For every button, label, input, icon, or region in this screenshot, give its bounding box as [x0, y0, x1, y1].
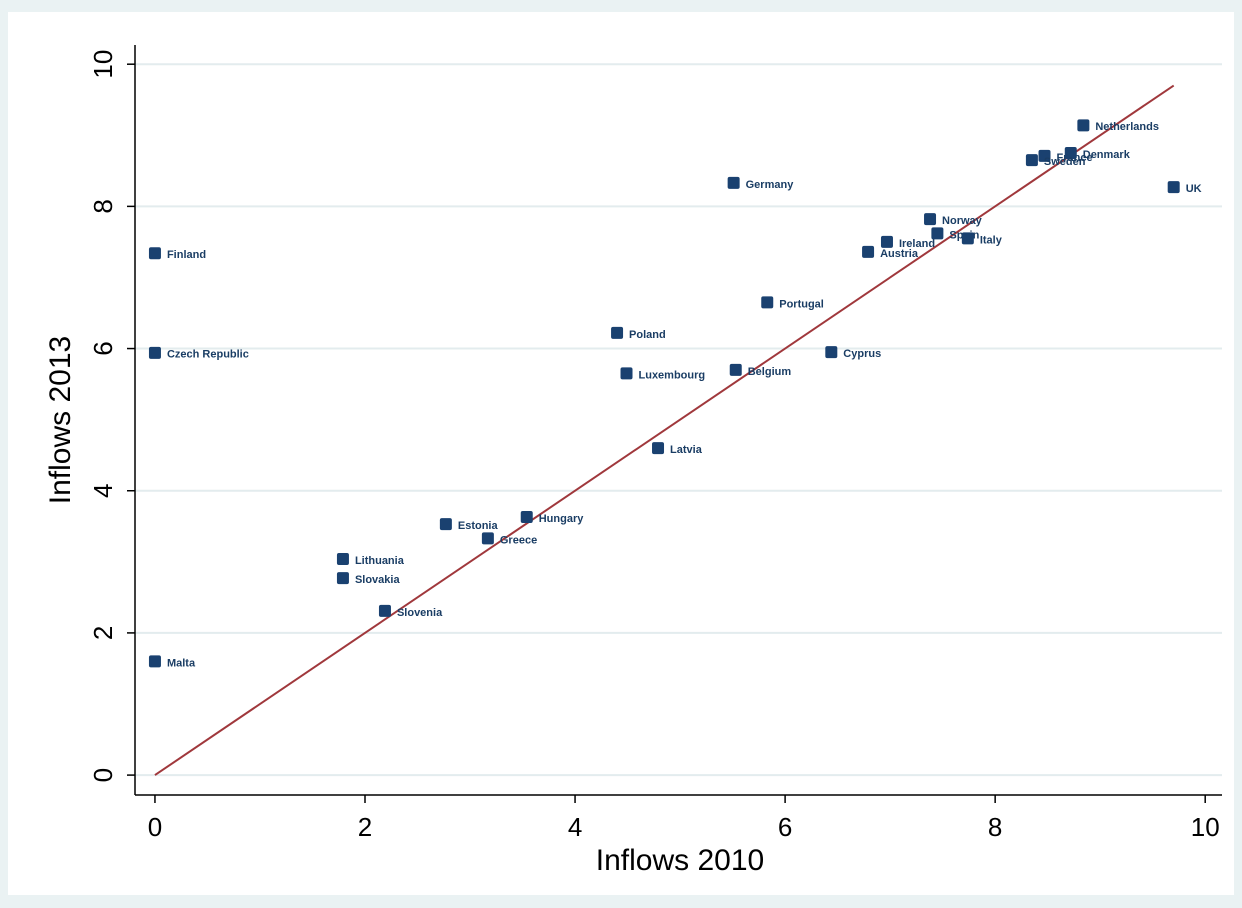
point — [1025, 154, 1038, 167]
point-label: Ireland — [899, 238, 935, 250]
point-label: Hungary — [539, 513, 585, 525]
point-label: Sweden — [1044, 156, 1086, 168]
point — [481, 532, 494, 545]
y-tick-label: 8 — [88, 199, 118, 213]
point-label: Germany — [746, 179, 795, 191]
point — [761, 296, 774, 309]
point-label: Luxembourg — [639, 369, 706, 381]
point-label: Italy — [980, 234, 1003, 246]
point — [378, 604, 391, 617]
y-tick-label: 4 — [88, 484, 118, 498]
point — [336, 552, 349, 565]
point — [727, 176, 740, 189]
point-label: Lithuania — [355, 555, 405, 567]
point-label: Slovenia — [397, 607, 443, 619]
point-label: Czech Republic — [167, 349, 249, 361]
point-label: Portugal — [779, 298, 824, 310]
x-tick-label: 4 — [568, 812, 582, 842]
point — [825, 346, 838, 359]
x-axis-title: Inflows 2010 — [596, 844, 764, 877]
plot-panel — [8, 12, 1234, 895]
point — [961, 232, 974, 245]
point — [148, 346, 161, 359]
point — [652, 442, 665, 455]
point — [439, 518, 452, 531]
point-label: Norway — [942, 215, 983, 227]
x-tick-label: 10 — [1191, 812, 1220, 842]
y-tick-label: 2 — [88, 626, 118, 640]
x-tick-label: 6 — [778, 812, 792, 842]
point-label: Belgium — [748, 366, 792, 378]
y-axis-title: Inflows 2013 — [44, 336, 77, 504]
y-tick-label: 10 — [88, 50, 118, 79]
point — [862, 245, 875, 258]
point-label: Cyprus — [843, 348, 881, 360]
point-label: Poland — [629, 329, 666, 341]
x-tick-label: 2 — [358, 812, 372, 842]
point — [729, 363, 742, 376]
x-tick-label: 0 — [148, 812, 162, 842]
point — [148, 247, 161, 260]
point — [931, 227, 944, 240]
point-label: Finland — [167, 249, 206, 261]
point-label: Netherlands — [1095, 121, 1159, 133]
y-tick-label: 0 — [88, 768, 118, 782]
x-tick-label: 8 — [988, 812, 1002, 842]
point-label: Austria — [880, 248, 919, 260]
point-label: Malta — [167, 657, 196, 669]
point — [1064, 147, 1077, 160]
point — [611, 326, 624, 339]
y-tick-label: 6 — [88, 341, 118, 355]
point — [148, 655, 161, 668]
point-label: Denmark — [1083, 149, 1131, 161]
fit-line — [154, 84, 1175, 776]
point — [520, 511, 533, 524]
point — [1167, 181, 1180, 194]
point-label: Estonia — [458, 520, 499, 532]
point — [880, 235, 893, 248]
point — [924, 213, 937, 226]
point — [1077, 119, 1090, 132]
point — [1038, 149, 1051, 162]
point — [336, 572, 349, 585]
point-label: Latvia — [670, 444, 703, 456]
point-label: Greece — [500, 534, 537, 546]
point — [620, 367, 633, 380]
point-label: Slovakia — [355, 574, 401, 586]
point-label: UK — [1186, 183, 1202, 195]
